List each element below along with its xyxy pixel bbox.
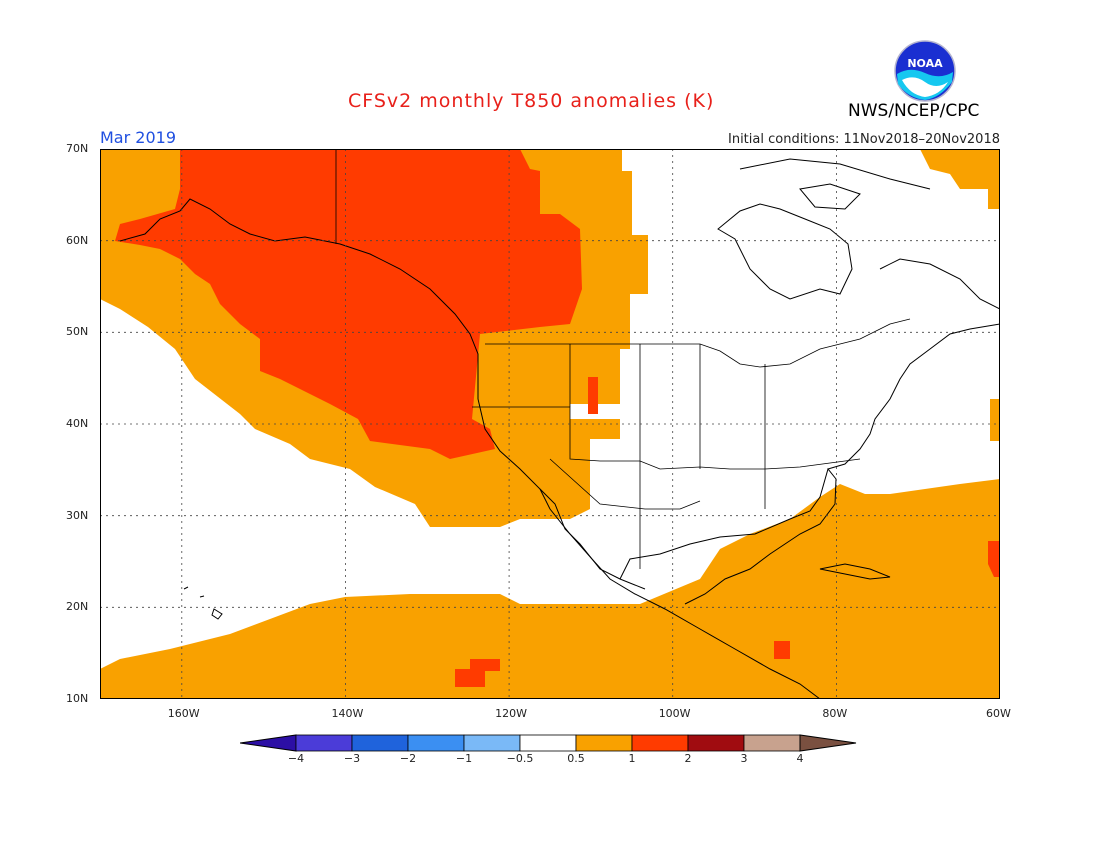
- colorbar-label: −1: [455, 752, 473, 765]
- longitude-label: 160W: [167, 707, 200, 720]
- colorbar-label: 1: [628, 752, 636, 765]
- organization-label: NWS/NCEP/CPC: [848, 101, 980, 121]
- colorbar-label: 4: [796, 752, 804, 765]
- latitude-label: 20N: [66, 600, 89, 614]
- anomaly-region-hot-pacific: [455, 659, 500, 687]
- map-title: CFSv2 monthly T850 anomalies (K): [348, 90, 715, 112]
- noaa-logo: NOAA: [894, 40, 956, 102]
- colorbar-high-arrow: [799, 734, 857, 752]
- latitude-label: 50N: [66, 325, 89, 339]
- colorbar-swatch: [743, 734, 801, 752]
- colorbar-label: 2: [684, 752, 692, 765]
- latitude-label: 70N: [66, 142, 89, 155]
- graticule: [100, 149, 1000, 699]
- colorbar-label: −3: [343, 752, 361, 765]
- latitude-label: 10N: [66, 692, 89, 705]
- colorbar-label: −4: [287, 752, 305, 765]
- latitude-label: 40N: [66, 417, 89, 430]
- anomaly-map: [100, 149, 1000, 699]
- colorbar-swatch: [519, 734, 577, 752]
- colorbar-low-arrow: [240, 734, 297, 752]
- colorbar-label: −2: [399, 752, 417, 765]
- longitude-label: 60W: [986, 707, 1011, 720]
- latitude-label: 30N: [66, 508, 89, 522]
- longitude-label: 100W: [658, 707, 691, 720]
- anomaly-region-hot-northwest: [115, 149, 582, 459]
- colorbar-swatch: [687, 734, 745, 752]
- longitude-label: 140W: [331, 707, 364, 720]
- anomaly-region-hot-central-america: [774, 641, 790, 659]
- anomaly-shading: [100, 149, 1000, 699]
- initial-conditions-label: Initial conditions: 11Nov2018–20Nov2018: [728, 132, 1000, 147]
- longitude-label: 120W: [495, 707, 527, 720]
- colorbar-swatch: [575, 734, 633, 752]
- colorbar-label: 3: [740, 752, 748, 765]
- colorbar-swatch: [631, 734, 689, 752]
- longitude-label: 80W: [822, 707, 848, 720]
- colorbar-label: −0.5: [506, 752, 534, 765]
- colorbar: [240, 734, 857, 752]
- map-frame: [100, 149, 1000, 699]
- anomaly-region-warm-arctic: [920, 149, 1000, 209]
- latitude-label: 60N: [66, 233, 89, 247]
- political-borders: [335, 149, 911, 569]
- colorbar-swatch: [463, 734, 521, 752]
- valid-period-label: Mar 2019: [100, 128, 176, 147]
- anomaly-region-warm-atlantic-edge: [990, 399, 1000, 441]
- colorbar-swatch: [407, 734, 465, 752]
- anomaly-region-hot-montana: [588, 377, 598, 414]
- anomaly-region-hot-atlantic: [988, 541, 1000, 577]
- colorbar-label: 0.5: [567, 752, 585, 765]
- noaa-logo-text: NOAA: [907, 57, 943, 70]
- colorbar-swatch: [351, 734, 409, 752]
- coastlines: [119, 158, 1000, 699]
- colorbar-swatch: [295, 734, 353, 752]
